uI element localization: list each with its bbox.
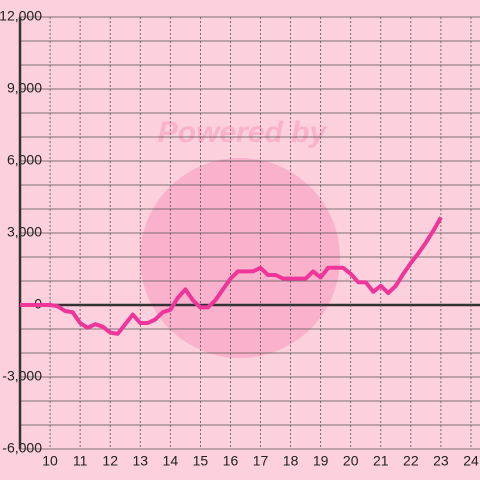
x-tick-label: 14 [163,453,179,469]
x-tick-label: 20 [343,453,359,469]
x-tick-label: 22 [403,453,419,469]
x-tick-label: 11 [73,453,88,469]
watermark: Powered by [140,116,340,358]
watermark-circle [140,158,340,358]
y-tick-label: 6,000 [7,152,42,168]
x-tick-label: 13 [132,453,148,469]
y-tick-label: 3,000 [7,224,42,240]
x-tick-label: 17 [253,453,269,469]
x-tick-label: 12 [102,453,118,469]
y-tick-label: 12,000 [0,8,42,24]
x-tick-label: 19 [313,453,329,469]
y-tick-label: -3,000 [2,368,42,384]
y-tick-label: -6,000 [2,440,42,456]
y-tick-label: 9,000 [7,80,42,96]
x-tick-label: 23 [433,453,449,469]
data-line [20,216,443,336]
x-tick-label: 21 [373,453,389,469]
watermark-text: Powered by [158,116,328,149]
x-tick-label: 15 [193,453,209,469]
x-tick-label: 10 [42,453,58,469]
x-tick-label: 16 [223,453,239,469]
x-tick-label: 24 [463,453,479,469]
x-tick-label: 18 [283,453,299,469]
